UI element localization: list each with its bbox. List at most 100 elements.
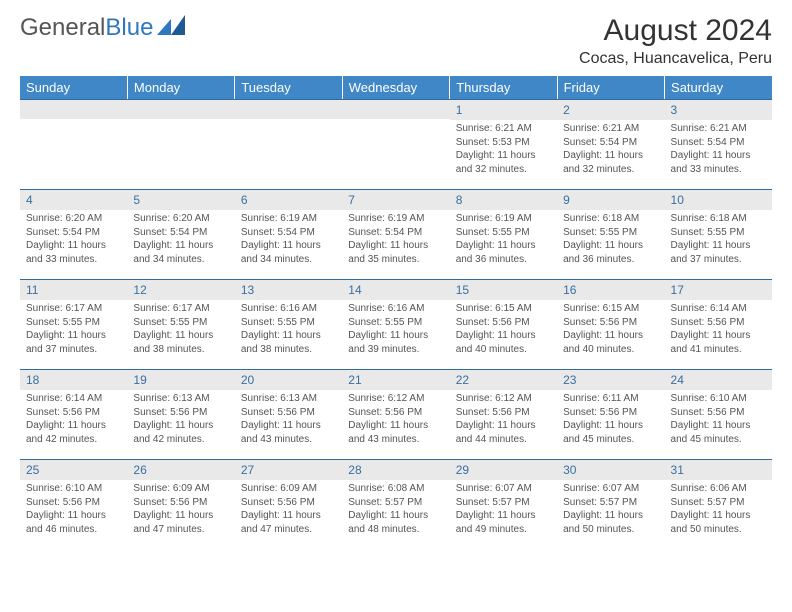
calendar-cell: 8Sunrise: 6:19 AMSunset: 5:55 PMDaylight… — [450, 189, 557, 279]
sunset-line: Sunset: 5:56 PM — [563, 406, 658, 420]
sunrise-line: Sunrise: 6:07 AM — [563, 482, 658, 496]
sunset-line: Sunset: 5:55 PM — [241, 316, 336, 330]
weekday-header: Monday — [127, 76, 234, 99]
sunrise-line: Sunrise: 6:13 AM — [241, 392, 336, 406]
day-body: Sunrise: 6:10 AMSunset: 5:56 PMDaylight:… — [20, 480, 127, 540]
day-body: Sunrise: 6:09 AMSunset: 5:56 PMDaylight:… — [127, 480, 234, 540]
calendar-cell: 10Sunrise: 6:18 AMSunset: 5:55 PMDayligh… — [665, 189, 772, 279]
day-body: Sunrise: 6:08 AMSunset: 5:57 PMDaylight:… — [342, 480, 449, 540]
empty-day-bar — [127, 99, 234, 119]
day-body: Sunrise: 6:16 AMSunset: 5:55 PMDaylight:… — [342, 300, 449, 360]
day-body: Sunrise: 6:19 AMSunset: 5:54 PMDaylight:… — [342, 210, 449, 270]
sunset-line: Sunset: 5:54 PM — [563, 136, 658, 150]
sunrise-line: Sunrise: 6:21 AM — [563, 122, 658, 136]
day-number: 3 — [665, 99, 772, 120]
daylight-line: Daylight: 11 hours and 35 minutes. — [348, 239, 443, 266]
daylight-line: Daylight: 11 hours and 45 minutes. — [563, 419, 658, 446]
day-body: Sunrise: 6:13 AMSunset: 5:56 PMDaylight:… — [235, 390, 342, 450]
daylight-line: Daylight: 11 hours and 50 minutes. — [671, 509, 766, 536]
month-title: August 2024 — [579, 14, 772, 48]
sunset-line: Sunset: 5:55 PM — [348, 316, 443, 330]
daylight-line: Daylight: 11 hours and 37 minutes. — [26, 329, 121, 356]
daylight-line: Daylight: 11 hours and 40 minutes. — [563, 329, 658, 356]
daylight-line: Daylight: 11 hours and 50 minutes. — [563, 509, 658, 536]
sunset-line: Sunset: 5:54 PM — [133, 226, 228, 240]
calendar-cell — [20, 99, 127, 189]
sunrise-line: Sunrise: 6:11 AM — [563, 392, 658, 406]
day-number: 6 — [235, 189, 342, 210]
sunset-line: Sunset: 5:54 PM — [26, 226, 121, 240]
calendar-body: 1Sunrise: 6:21 AMSunset: 5:53 PMDaylight… — [20, 99, 772, 549]
calendar-cell: 29Sunrise: 6:07 AMSunset: 5:57 PMDayligh… — [450, 459, 557, 549]
weekday-header: Friday — [557, 76, 664, 99]
sunset-line: Sunset: 5:55 PM — [456, 226, 551, 240]
calendar-row: 1Sunrise: 6:21 AMSunset: 5:53 PMDaylight… — [20, 99, 772, 189]
calendar-cell — [127, 99, 234, 189]
day-body: Sunrise: 6:15 AMSunset: 5:56 PMDaylight:… — [557, 300, 664, 360]
daylight-line: Daylight: 11 hours and 46 minutes. — [26, 509, 121, 536]
sunset-line: Sunset: 5:56 PM — [671, 406, 766, 420]
day-number: 20 — [235, 369, 342, 390]
day-body: Sunrise: 6:17 AMSunset: 5:55 PMDaylight:… — [127, 300, 234, 360]
sunrise-line: Sunrise: 6:09 AM — [241, 482, 336, 496]
sunrise-line: Sunrise: 6:17 AM — [26, 302, 121, 316]
calendar-cell: 2Sunrise: 6:21 AMSunset: 5:54 PMDaylight… — [557, 99, 664, 189]
day-body: Sunrise: 6:16 AMSunset: 5:55 PMDaylight:… — [235, 300, 342, 360]
sunrise-line: Sunrise: 6:16 AM — [348, 302, 443, 316]
day-number: 12 — [127, 279, 234, 300]
day-number: 26 — [127, 459, 234, 480]
day-body: Sunrise: 6:13 AMSunset: 5:56 PMDaylight:… — [127, 390, 234, 450]
calendar-cell: 26Sunrise: 6:09 AMSunset: 5:56 PMDayligh… — [127, 459, 234, 549]
sunrise-line: Sunrise: 6:17 AM — [133, 302, 228, 316]
day-body: Sunrise: 6:17 AMSunset: 5:55 PMDaylight:… — [20, 300, 127, 360]
day-body: Sunrise: 6:18 AMSunset: 5:55 PMDaylight:… — [557, 210, 664, 270]
calendar-cell — [342, 99, 449, 189]
calendar-cell: 5Sunrise: 6:20 AMSunset: 5:54 PMDaylight… — [127, 189, 234, 279]
daylight-line: Daylight: 11 hours and 47 minutes. — [241, 509, 336, 536]
empty-day-bar — [20, 99, 127, 119]
calendar-cell: 18Sunrise: 6:14 AMSunset: 5:56 PMDayligh… — [20, 369, 127, 459]
calendar-cell: 7Sunrise: 6:19 AMSunset: 5:54 PMDaylight… — [342, 189, 449, 279]
calendar-cell: 31Sunrise: 6:06 AMSunset: 5:57 PMDayligh… — [665, 459, 772, 549]
logo-text-blue: Blue — [105, 14, 153, 42]
sunrise-line: Sunrise: 6:10 AM — [26, 482, 121, 496]
logo-text-gray: General — [20, 14, 105, 42]
day-body: Sunrise: 6:19 AMSunset: 5:55 PMDaylight:… — [450, 210, 557, 270]
weekday-header: Sunday — [20, 76, 127, 99]
day-number: 23 — [557, 369, 664, 390]
daylight-line: Daylight: 11 hours and 44 minutes. — [456, 419, 551, 446]
sunset-line: Sunset: 5:55 PM — [133, 316, 228, 330]
calendar-cell: 24Sunrise: 6:10 AMSunset: 5:56 PMDayligh… — [665, 369, 772, 459]
day-body: Sunrise: 6:14 AMSunset: 5:56 PMDaylight:… — [20, 390, 127, 450]
weekday-header: Tuesday — [235, 76, 342, 99]
day-number: 8 — [450, 189, 557, 210]
calendar-cell: 3Sunrise: 6:21 AMSunset: 5:54 PMDaylight… — [665, 99, 772, 189]
empty-day-bar — [342, 99, 449, 119]
day-number: 13 — [235, 279, 342, 300]
day-body: Sunrise: 6:06 AMSunset: 5:57 PMDaylight:… — [665, 480, 772, 540]
day-body: Sunrise: 6:21 AMSunset: 5:54 PMDaylight:… — [557, 120, 664, 180]
calendar-head: SundayMondayTuesdayWednesdayThursdayFrid… — [20, 76, 772, 99]
day-number: 9 — [557, 189, 664, 210]
day-number: 7 — [342, 189, 449, 210]
calendar-cell: 17Sunrise: 6:14 AMSunset: 5:56 PMDayligh… — [665, 279, 772, 369]
day-body: Sunrise: 6:18 AMSunset: 5:55 PMDaylight:… — [665, 210, 772, 270]
daylight-line: Daylight: 11 hours and 32 minutes. — [563, 149, 658, 176]
calendar-cell: 20Sunrise: 6:13 AMSunset: 5:56 PMDayligh… — [235, 369, 342, 459]
daylight-line: Daylight: 11 hours and 43 minutes. — [348, 419, 443, 446]
sunrise-line: Sunrise: 6:14 AM — [26, 392, 121, 406]
day-number: 31 — [665, 459, 772, 480]
day-number: 4 — [20, 189, 127, 210]
day-body: Sunrise: 6:19 AMSunset: 5:54 PMDaylight:… — [235, 210, 342, 270]
daylight-line: Daylight: 11 hours and 41 minutes. — [671, 329, 766, 356]
title-block: August 2024 Cocas, Huancavelica, Peru — [579, 14, 772, 68]
day-number: 16 — [557, 279, 664, 300]
daylight-line: Daylight: 11 hours and 39 minutes. — [348, 329, 443, 356]
sunset-line: Sunset: 5:57 PM — [456, 496, 551, 510]
sunset-line: Sunset: 5:56 PM — [456, 316, 551, 330]
day-number: 1 — [450, 99, 557, 120]
daylight-line: Daylight: 11 hours and 47 minutes. — [133, 509, 228, 536]
daylight-line: Daylight: 11 hours and 38 minutes. — [241, 329, 336, 356]
calendar-cell: 19Sunrise: 6:13 AMSunset: 5:56 PMDayligh… — [127, 369, 234, 459]
day-number: 17 — [665, 279, 772, 300]
